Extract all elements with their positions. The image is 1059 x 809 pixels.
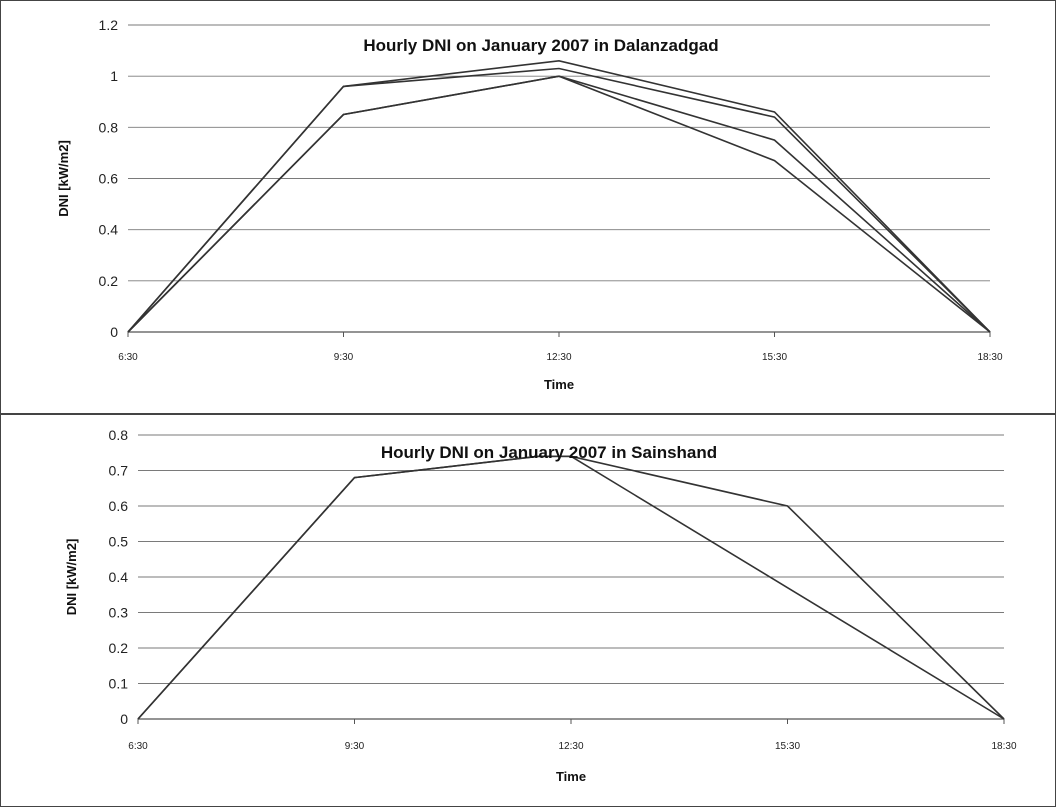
- series-line-2: [127, 67, 991, 333]
- series-line-1: [127, 59, 991, 333]
- chart-title: Hourly DNI on January 2007 in Sainshand: [381, 443, 717, 462]
- x-tick-label: 12:30: [546, 352, 571, 363]
- chart-dalanzadgad: 0 0.2 0.4 0.6 0.8 1 1.2 6:30 9:30 12:30 15:30 18:30…: [56, 17, 1003, 392]
- x-axis-label: Time: [544, 377, 574, 392]
- y-tick-label: 0.2: [109, 640, 129, 656]
- x-tick-label: 18:30: [977, 352, 1002, 363]
- x-tick-label: 15:30: [775, 741, 800, 752]
- y-tick-label: 0.6: [99, 171, 119, 187]
- y-tick-label: 0.3: [109, 605, 129, 621]
- chart-panel-sainshand: 0 0.1 0.2 0.3 0.4 0.5 0.6 0.7 0.8 6:30 9:30 12:30 15…: [0, 414, 1056, 807]
- chart-panel-dalanzadgad: 0 0.2 0.4 0.6 0.8 1 1.2 6:30 9:30 12:30 15:30 18:30…: [0, 0, 1056, 414]
- y-tick-label: 0.4: [99, 222, 119, 238]
- x-tick-label: 9:30: [345, 741, 365, 752]
- x-tick-label: 9:30: [334, 352, 354, 363]
- x-axis-label: Time: [556, 769, 586, 784]
- series-line-2: [137, 455, 1005, 720]
- y-tick-label: 0.7: [109, 463, 129, 479]
- y-tick-label: 0.6: [109, 498, 129, 514]
- x-tick-label: 6:30: [128, 741, 148, 752]
- y-tick-label: 0.1: [109, 676, 129, 692]
- y-tick-label: 0.2: [99, 273, 119, 289]
- chart-title: Hourly DNI on January 2007 in Dalanzadga…: [363, 36, 718, 55]
- x-tick-label: 6:30: [118, 352, 138, 363]
- y-tick-label: 0.8: [99, 119, 119, 135]
- series-line-4: [127, 75, 991, 333]
- y-axis-label: DNI [kW/m2]: [56, 140, 71, 217]
- x-tick-label: 12:30: [558, 741, 583, 752]
- series-line-1: [137, 455, 1005, 720]
- y-tick-label: 1: [110, 68, 118, 84]
- y-tick-label: 0.4: [109, 569, 129, 585]
- y-tick-label: 0: [110, 324, 118, 340]
- y-tick-label: 0: [120, 711, 128, 727]
- y-tick-label: 0.8: [109, 427, 129, 443]
- y-tick-label: 0.5: [109, 534, 129, 550]
- chart-sainshand: 0 0.1 0.2 0.3 0.4 0.5 0.6 0.7 0.8 6:30 9:30 12:30 15…: [64, 427, 1017, 784]
- x-tick-label: 18:30: [991, 741, 1016, 752]
- x-tick-label: 15:30: [762, 352, 787, 363]
- y-axis-label: DNI [kW/m2]: [64, 539, 79, 616]
- y-tick-label: 1.2: [99, 17, 119, 33]
